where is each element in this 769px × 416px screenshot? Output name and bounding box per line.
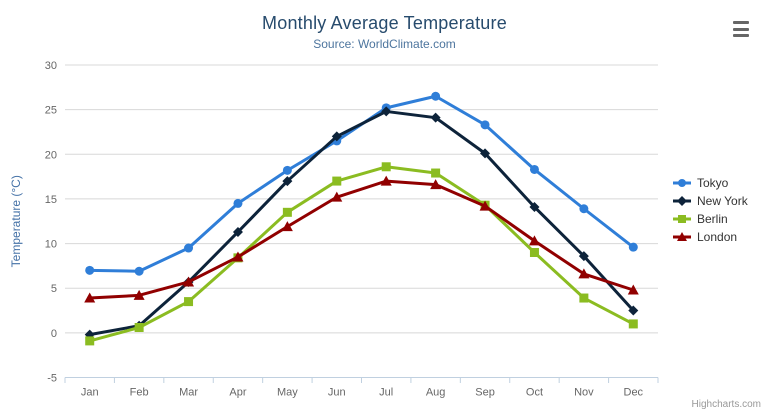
data-point-tokyo[interactable] xyxy=(184,243,194,253)
y-tick-label: 30 xyxy=(45,60,57,72)
data-point-new-york[interactable] xyxy=(232,226,243,237)
data-point-new-york[interactable] xyxy=(578,251,589,262)
data-point-berlin[interactable] xyxy=(332,176,342,186)
hamburger-icon xyxy=(733,27,749,31)
legend-item-new-york[interactable]: New York xyxy=(672,194,748,208)
x-tick-label: Apr xyxy=(229,387,246,399)
data-point-tokyo[interactable] xyxy=(628,242,638,252)
data-point-london[interactable] xyxy=(528,235,540,246)
data-point-tokyo[interactable] xyxy=(480,120,490,130)
series-line-berlin[interactable] xyxy=(88,165,635,343)
diamond-marker-icon xyxy=(673,196,691,206)
data-point-new-york[interactable] xyxy=(331,131,342,142)
x-tick-label: Feb xyxy=(130,387,149,399)
data-point-london[interactable] xyxy=(331,191,343,202)
legend-label: New York xyxy=(697,194,748,208)
x-tick-label: Jan xyxy=(81,387,99,399)
data-point-london[interactable] xyxy=(578,268,590,279)
hamburger-icon xyxy=(733,34,749,37)
chart-subtitle: Source: WorldClimate.com xyxy=(313,37,456,51)
data-point-new-york[interactable] xyxy=(529,201,540,212)
data-point-new-york[interactable] xyxy=(480,148,491,159)
data-point-london[interactable] xyxy=(133,289,145,300)
series-line-new-york[interactable] xyxy=(88,109,635,337)
series-line-london[interactable] xyxy=(88,179,635,300)
data-point-tokyo[interactable] xyxy=(85,265,95,275)
legend-label: London xyxy=(697,230,738,244)
data-point-berlin[interactable] xyxy=(184,297,194,307)
data-point-london[interactable] xyxy=(232,251,244,262)
y-tick-label: 25 xyxy=(45,105,57,117)
y-tick-label: 15 xyxy=(45,194,57,206)
data-point-new-york[interactable] xyxy=(430,112,441,123)
legend-label: Berlin xyxy=(697,212,728,226)
data-point-tokyo[interactable] xyxy=(134,266,144,276)
x-tick-label: Mar xyxy=(179,387,198,399)
data-point-berlin[interactable] xyxy=(529,248,539,257)
data-point-tokyo[interactable] xyxy=(529,164,539,174)
highcharts-credits-link[interactable]: Highcharts.com xyxy=(691,399,761,410)
data-point-london[interactable] xyxy=(430,179,442,190)
data-point-london[interactable] xyxy=(84,292,96,303)
triangle-marker-icon xyxy=(673,232,691,241)
y-tick-label: 0 xyxy=(51,328,57,340)
data-point-berlin[interactable] xyxy=(381,162,391,172)
data-point-tokyo[interactable] xyxy=(579,204,589,214)
data-point-tokyo[interactable] xyxy=(431,91,441,101)
legend-item-london[interactable]: London xyxy=(672,230,748,244)
x-tick-label: Nov xyxy=(574,387,594,399)
hamburger-icon xyxy=(733,21,749,24)
x-tick-label: Dec xyxy=(624,387,644,399)
y-tick-label: -5 xyxy=(47,373,57,385)
data-point-new-york[interactable] xyxy=(381,106,392,117)
data-point-new-york[interactable] xyxy=(628,305,639,316)
x-tick-label: Jun xyxy=(328,387,346,399)
y-tick-label: 5 xyxy=(51,283,57,295)
data-point-london[interactable] xyxy=(183,276,195,287)
y-tick-label: 20 xyxy=(45,149,57,161)
x-tick-label: May xyxy=(277,387,298,399)
data-point-london[interactable] xyxy=(627,284,639,295)
legend-item-berlin[interactable]: Berlin xyxy=(672,212,748,226)
x-tick-label: Oct xyxy=(526,387,543,399)
square-marker-icon xyxy=(673,215,691,223)
data-point-berlin[interactable] xyxy=(628,319,638,329)
data-point-tokyo[interactable] xyxy=(233,198,243,208)
circle-marker-icon xyxy=(673,179,691,187)
data-point-berlin[interactable] xyxy=(85,336,95,346)
data-point-berlin[interactable] xyxy=(134,323,144,332)
data-point-berlin[interactable] xyxy=(579,293,589,303)
data-point-london[interactable] xyxy=(380,175,392,186)
legend-item-tokyo[interactable]: Tokyo xyxy=(672,176,748,190)
x-tick-label: Aug xyxy=(426,387,446,399)
data-point-london[interactable] xyxy=(479,200,491,211)
data-point-berlin[interactable] xyxy=(282,207,292,217)
legend: Tokyo New York Berlin London xyxy=(672,176,748,244)
x-tick-label: Jul xyxy=(379,387,393,399)
y-tick-label: 10 xyxy=(45,239,57,251)
y-axis-title: Temperature (°C) xyxy=(9,175,23,267)
data-point-new-york[interactable] xyxy=(282,176,293,187)
data-point-london[interactable] xyxy=(281,221,293,232)
export-menu-button[interactable] xyxy=(732,20,754,38)
legend-label: Tokyo xyxy=(697,176,729,190)
data-point-berlin[interactable] xyxy=(431,168,441,178)
data-point-tokyo[interactable] xyxy=(282,165,292,175)
x-tick-label: Sep xyxy=(475,387,495,399)
chart-title: Monthly Average Temperature xyxy=(262,13,507,33)
